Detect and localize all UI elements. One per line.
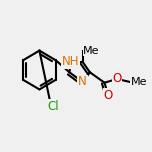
Text: O: O <box>112 73 122 85</box>
Text: NH: NH <box>61 55 79 68</box>
Text: Me: Me <box>131 77 147 87</box>
Text: O: O <box>104 89 113 102</box>
Text: N: N <box>78 76 87 88</box>
Text: Cl: Cl <box>48 100 59 113</box>
Text: Me: Me <box>83 46 100 56</box>
